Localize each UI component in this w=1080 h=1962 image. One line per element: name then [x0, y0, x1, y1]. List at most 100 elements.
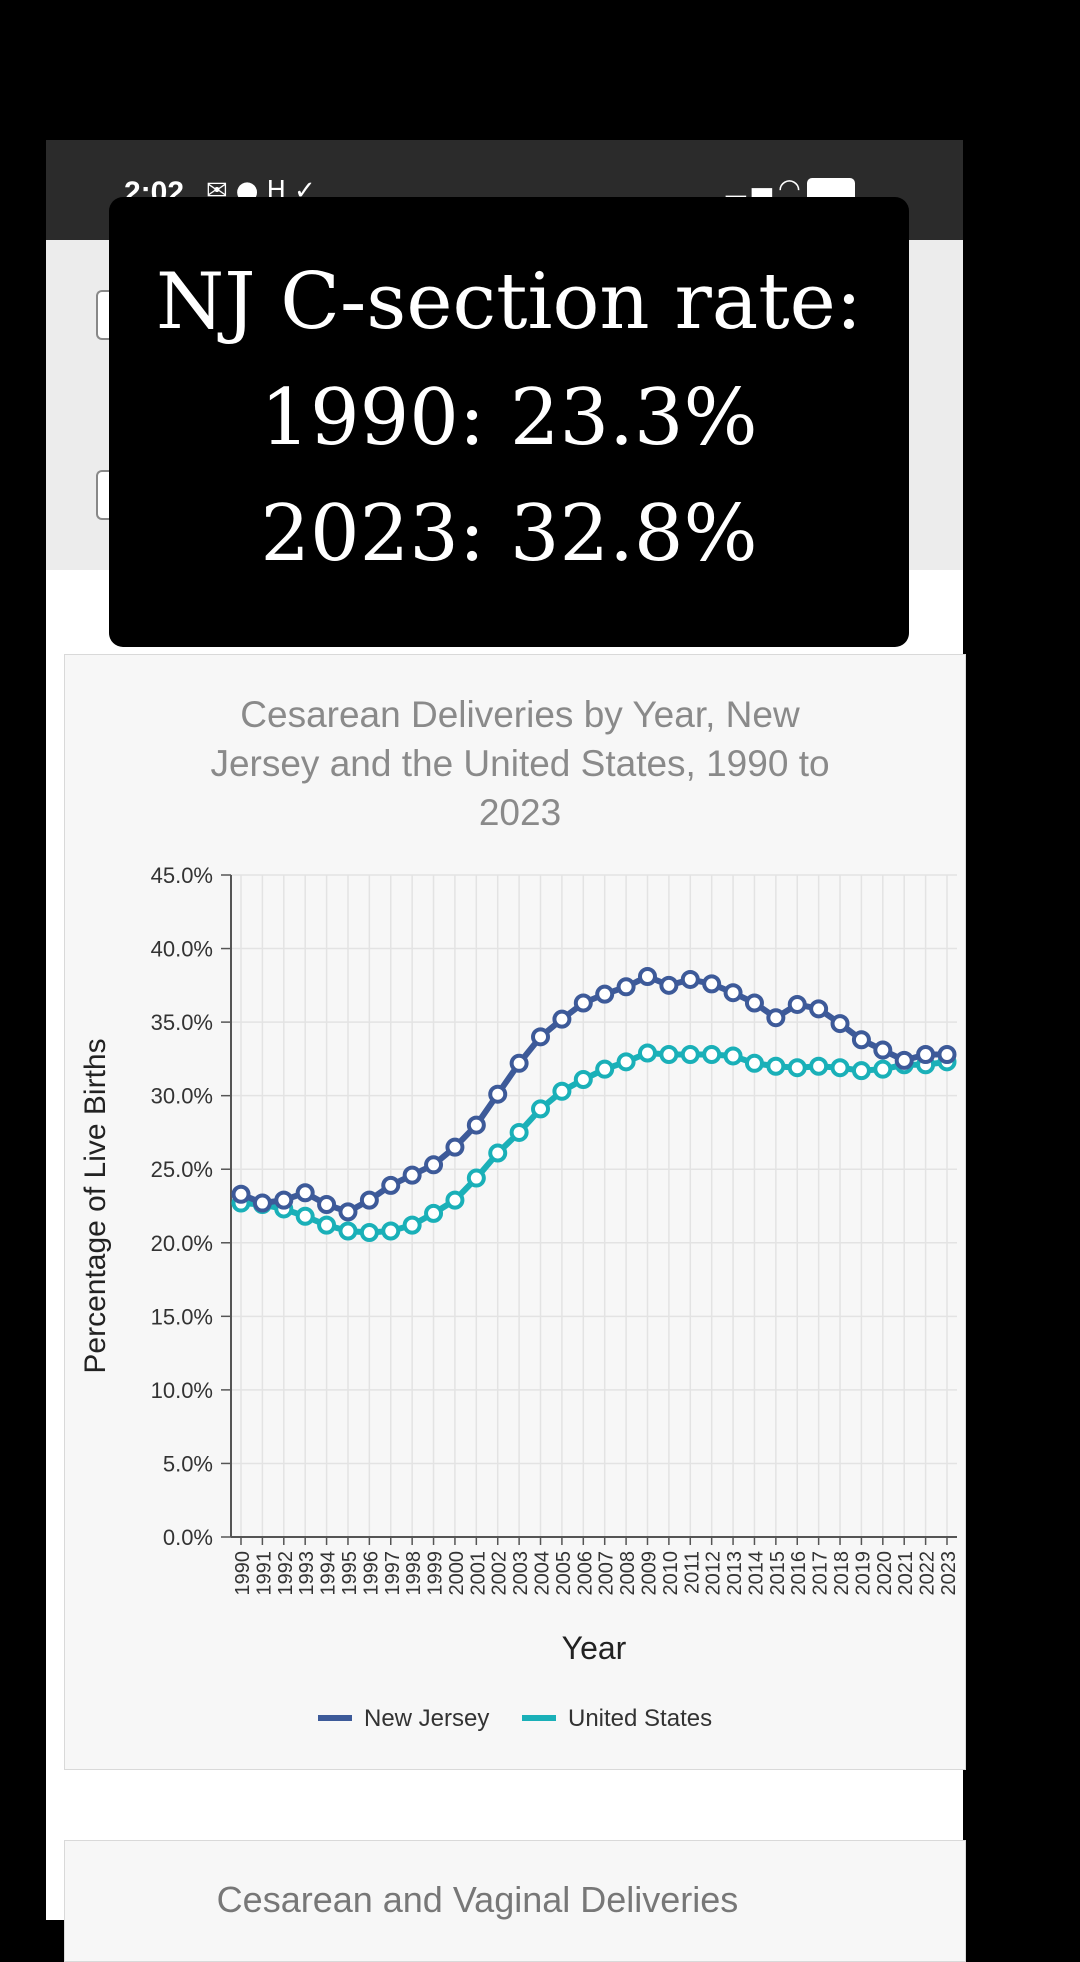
- x-tick-label: 2000: [446, 1551, 468, 1596]
- x-tick-label: 2018: [831, 1551, 853, 1596]
- data-point: [744, 993, 764, 1013]
- series-line-new-jersey: [239, 973, 947, 1216]
- data-point: [424, 1203, 444, 1223]
- data-point: [680, 969, 700, 989]
- chart-title-line: Jersey and the United States, 1990 to: [210, 743, 829, 784]
- data-point: [637, 967, 657, 987]
- data-point: [659, 975, 679, 995]
- data-point: [873, 1059, 893, 1079]
- caption-line-3: 2023: 32.8%: [260, 489, 758, 579]
- data-point: [873, 1040, 893, 1060]
- data-point: [252, 1193, 272, 1213]
- x-tick-label: 2015: [767, 1551, 789, 1596]
- caption-line-1: NJ C-section rate:: [155, 257, 863, 347]
- x-tick-label: 1992: [275, 1551, 297, 1596]
- x-axis-label: Year: [562, 1630, 627, 1666]
- x-tick-label: 2021: [895, 1551, 917, 1596]
- data-point: [274, 1190, 294, 1210]
- x-tick-label: 1991: [253, 1551, 275, 1596]
- x-tick-label: 1998: [403, 1551, 425, 1596]
- data-point: [338, 1221, 358, 1241]
- legend-label: New Jersey: [364, 1705, 489, 1732]
- data-point: [466, 1115, 486, 1135]
- x-tick-label: 2019: [852, 1551, 874, 1596]
- x-tick-label: 2013: [724, 1551, 746, 1596]
- x-tick-label: 2016: [788, 1551, 810, 1596]
- x-tick-label: 1993: [296, 1551, 318, 1596]
- chart-svg: Cesarean Deliveries by Year, New Jersey a…: [79, 694, 960, 1732]
- data-point: [231, 1184, 251, 1204]
- data-point: [787, 994, 807, 1014]
- x-tick-label: 1997: [382, 1551, 404, 1596]
- data-point: [851, 1061, 871, 1081]
- y-tick-label: 10.0%: [151, 1378, 213, 1403]
- data-point: [595, 984, 615, 1004]
- data-point: [787, 1058, 807, 1078]
- data-point: [830, 1014, 850, 1034]
- data-point: [702, 1044, 722, 1064]
- y-tick-label: 5.0%: [163, 1451, 213, 1476]
- data-point: [317, 1215, 337, 1235]
- data-point: [466, 1168, 486, 1188]
- data-point: [809, 1056, 829, 1076]
- data-point: [295, 1206, 315, 1226]
- data-point: [295, 1183, 315, 1203]
- x-tick-label: 2009: [638, 1551, 660, 1596]
- data-point: [445, 1137, 465, 1157]
- legend-label: United States: [568, 1705, 712, 1732]
- caption-overlay: NJ C-section rate: 1990: 23.3% 2023: 32.…: [109, 197, 909, 647]
- data-point: [531, 1099, 551, 1119]
- data-point: [402, 1215, 422, 1235]
- data-point: [381, 1221, 401, 1241]
- data-point: [766, 1008, 786, 1028]
- x-tick-label: 2023: [938, 1551, 960, 1596]
- x-tick-label: 1999: [425, 1551, 447, 1596]
- data-point: [488, 1084, 508, 1104]
- x-tick-label: 2001: [467, 1551, 489, 1596]
- x-tick-label: 2017: [810, 1551, 832, 1596]
- x-tick-label: 2011: [681, 1551, 703, 1594]
- data-point: [851, 1030, 871, 1050]
- data-point: [830, 1058, 850, 1078]
- data-point: [573, 1069, 593, 1089]
- data-point: [381, 1175, 401, 1195]
- data-point: [894, 1050, 914, 1070]
- data-point: [338, 1202, 358, 1222]
- x-tick-label: 2012: [703, 1551, 725, 1596]
- x-tick-label: 2010: [660, 1551, 682, 1596]
- data-point: [637, 1043, 657, 1063]
- data-point: [445, 1190, 465, 1210]
- chart-title-line: 2023: [479, 792, 561, 833]
- y-tick-label: 20.0%: [151, 1231, 213, 1256]
- x-tick-label: 2005: [553, 1551, 575, 1596]
- data-point: [680, 1044, 700, 1064]
- data-point: [552, 1081, 572, 1101]
- data-point: [552, 1009, 572, 1029]
- data-point: [702, 974, 722, 994]
- data-point: [916, 1044, 936, 1064]
- x-tick-label: 2022: [917, 1551, 939, 1596]
- y-tick-label: 35.0%: [151, 1010, 213, 1035]
- data-point: [766, 1056, 786, 1076]
- caption-line-2: 1990: 23.3%: [260, 373, 758, 463]
- chart-card: Cesarean Deliveries by Year, New Jersey a…: [64, 654, 966, 1770]
- data-point: [488, 1143, 508, 1163]
- x-tick-label: 1996: [360, 1551, 382, 1596]
- x-tick-label: 1990: [232, 1551, 254, 1596]
- y-tick-label: 0.0%: [163, 1525, 213, 1550]
- data-point: [573, 993, 593, 1013]
- data-point: [595, 1059, 615, 1079]
- data-point: [509, 1122, 529, 1142]
- y-tick-label: 30.0%: [151, 1084, 213, 1109]
- data-point: [723, 1046, 743, 1066]
- next-chart-card: Cesarean and Vaginal Deliveries: [64, 1840, 966, 1962]
- y-tick-label: 25.0%: [151, 1157, 213, 1182]
- data-point: [937, 1044, 957, 1064]
- data-point: [424, 1155, 444, 1175]
- x-tick-label: 2008: [617, 1551, 639, 1596]
- x-tick-label: 2002: [489, 1551, 511, 1596]
- x-tick-label: 2004: [532, 1551, 554, 1596]
- data-point: [402, 1165, 422, 1185]
- data-point: [723, 983, 743, 1003]
- data-point: [809, 999, 829, 1019]
